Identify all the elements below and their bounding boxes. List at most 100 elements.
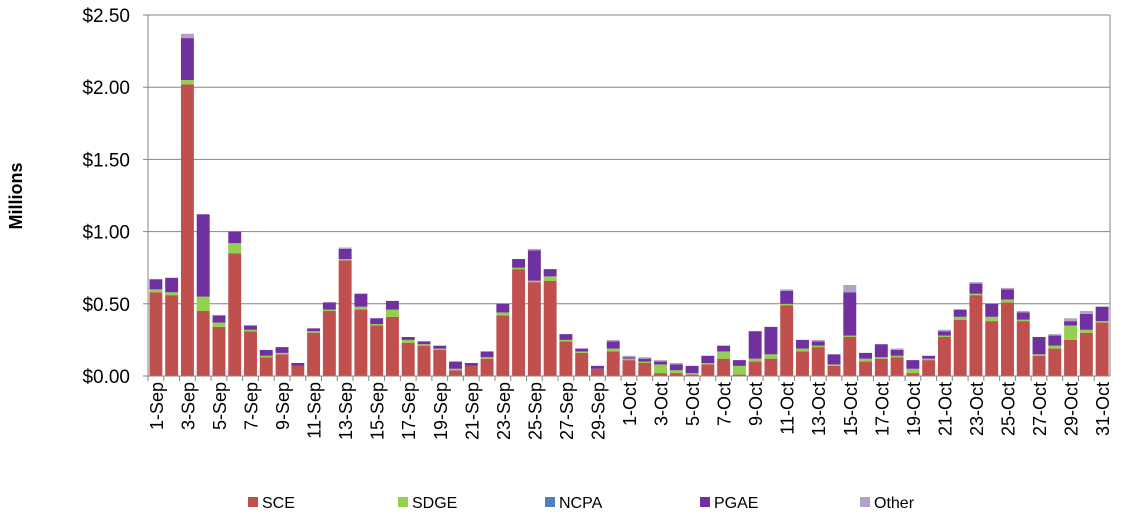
- bar-segment: [953, 316, 967, 320]
- bar-segment: [291, 365, 305, 376]
- bar-segment: [606, 339, 620, 342]
- bar-segment: [575, 351, 589, 353]
- bar-segment: [180, 84, 194, 376]
- x-tick-label: 17-Sep: [399, 382, 419, 440]
- x-tick-label: 29-Oct: [1062, 382, 1082, 436]
- bar-segment: [385, 309, 399, 317]
- bar-segment: [275, 354, 289, 376]
- x-tick-label: 13-Oct: [809, 382, 829, 436]
- legend-swatch: [248, 497, 258, 507]
- bar-segment: [654, 360, 668, 362]
- x-tick-label: 1-Oct: [620, 382, 640, 426]
- bar-segment: [275, 352, 289, 355]
- bar-segment: [401, 337, 415, 340]
- bar-segment: [906, 360, 920, 369]
- bar-segment: [559, 334, 573, 340]
- bar-segment: [827, 354, 841, 365]
- bar-segment: [953, 319, 967, 376]
- x-tick-label: 25-Sep: [525, 382, 545, 440]
- x-tick-label: 15-Sep: [368, 382, 388, 440]
- bar-segment: [433, 348, 447, 351]
- bar-segment: [543, 280, 557, 376]
- x-tick-label: 19-Sep: [431, 382, 451, 440]
- bar-segment: [338, 248, 352, 260]
- x-tick-label: 17-Oct: [872, 382, 892, 436]
- bar-segment: [385, 316, 399, 376]
- bar-segment: [322, 311, 336, 376]
- x-tick-label: 23-Oct: [967, 382, 987, 436]
- bar-segment: [1016, 319, 1030, 322]
- bar-segment: [764, 358, 778, 376]
- bar-segment: [244, 325, 257, 330]
- bar-segment: [496, 315, 510, 376]
- bar-segment: [969, 293, 983, 296]
- bar-segment: [622, 357, 636, 359]
- bar-segment: [338, 260, 352, 376]
- legend-swatch: [860, 497, 870, 507]
- bar-segment: [307, 328, 321, 332]
- bar-segment: [543, 269, 557, 277]
- y-tick-label: $0.00: [82, 367, 130, 388]
- bar-segment: [937, 329, 951, 332]
- x-tick-label: 3-Sep: [178, 382, 198, 430]
- bar-segment: [575, 348, 589, 352]
- bar-segment: [969, 295, 983, 376]
- bar-segment: [228, 231, 242, 244]
- bar-segment: [748, 361, 762, 376]
- bar-segment: [149, 292, 163, 376]
- bar-segment: [1001, 299, 1014, 303]
- bar-segment: [401, 342, 415, 376]
- bar-segment: [417, 344, 431, 346]
- bar-segment: [922, 358, 936, 361]
- bar-segment: [1032, 354, 1046, 356]
- bar-segment: [859, 361, 873, 376]
- bar-segment: [496, 312, 510, 316]
- bar-segment: [196, 311, 210, 376]
- bar-segment: [212, 315, 226, 323]
- x-tick-label: 21-Oct: [935, 382, 955, 436]
- bar-segment: [354, 309, 368, 376]
- bar-segment: [527, 280, 541, 283]
- bar-segment: [1001, 302, 1014, 376]
- bar-segment: [638, 361, 652, 364]
- bar-segment: [669, 363, 683, 365]
- bar-segment: [228, 253, 242, 376]
- bar-segment: [1095, 306, 1109, 322]
- bar-segment: [1048, 335, 1062, 346]
- y-tick-label: $1.00: [82, 223, 130, 244]
- bar-segment: [527, 248, 541, 251]
- bar-segment: [685, 374, 699, 376]
- x-tick-label: 9-Sep: [273, 382, 293, 430]
- bar-segment: [1064, 339, 1078, 376]
- bar-segment: [685, 373, 699, 375]
- bar-segment: [370, 318, 384, 325]
- bar-segment: [180, 38, 194, 80]
- bar-segment: [890, 355, 904, 358]
- bar-segment: [590, 368, 604, 376]
- bar-segment: [843, 292, 857, 336]
- bar-segment: [969, 282, 983, 284]
- legend-label: PGAE: [714, 495, 758, 512]
- bar-segment: [165, 295, 179, 376]
- bar-segment: [874, 344, 888, 358]
- bar-segment: [906, 368, 920, 374]
- bar-segment: [259, 350, 273, 356]
- bar-segment: [717, 345, 731, 352]
- bar-segment: [149, 279, 163, 290]
- bar-segment: [732, 374, 746, 376]
- bar-segment: [748, 358, 762, 362]
- bar-segment: [449, 370, 462, 376]
- bar-segment: [1048, 345, 1062, 349]
- x-tick-label: 11-Sep: [305, 382, 325, 439]
- bar-segment: [780, 305, 794, 376]
- bar-segment: [322, 309, 336, 312]
- bar-segment: [575, 352, 589, 376]
- bar-segment: [669, 364, 683, 371]
- bar-segment: [780, 289, 794, 291]
- bar-segment: [638, 363, 652, 376]
- bar-segment: [811, 345, 825, 348]
- bar-segment: [228, 243, 242, 254]
- bar-segment: [480, 357, 494, 359]
- x-tick-label: 9-Oct: [746, 382, 766, 426]
